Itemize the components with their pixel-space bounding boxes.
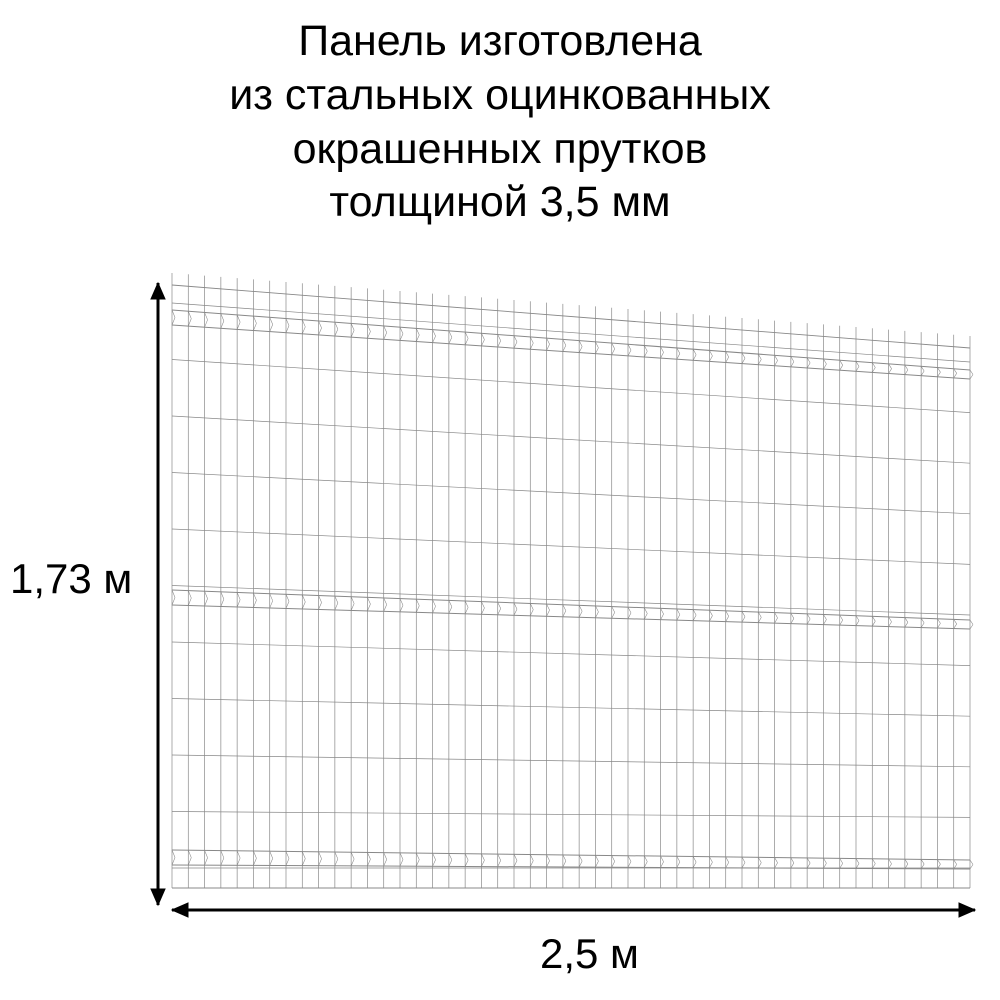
fence-panel-diagram [0, 0, 1000, 1000]
